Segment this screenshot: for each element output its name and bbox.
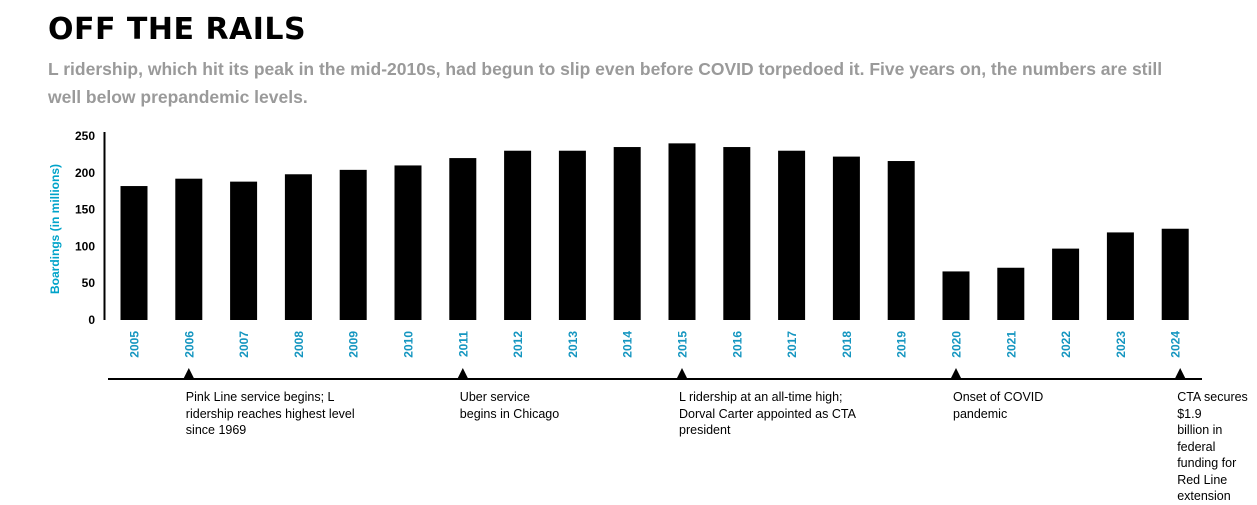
bar-2008: [284, 174, 312, 320]
x-tick-label: 2010: [402, 331, 416, 358]
timeline: [108, 368, 1202, 380]
y-axis-label: Boardings (in millions): [48, 164, 62, 294]
x-tick-label: 2020: [950, 331, 964, 358]
chart-title: OFF THE RAILS: [48, 12, 307, 47]
chart-subtitle: L ridership, which hit its peak in the m…: [48, 59, 1163, 107]
bar-2024: [1161, 228, 1189, 320]
x-tick-label: 2018: [840, 331, 854, 358]
timeline-event-text: CTA secures $1.9 billion in federal fund…: [1177, 390, 1248, 503]
x-tick-label: 2016: [730, 331, 744, 358]
x-axis-labels: 2005 2006 2007 2008 2009 2010 2011 2012 2013 2014…: [128, 331, 1183, 358]
bar-2007: [230, 181, 258, 320]
bar-2013: [558, 150, 586, 320]
bar-2019: [887, 161, 915, 320]
bar-2018: [832, 156, 860, 320]
y-tick-label: 50: [82, 276, 96, 290]
y-tick-label: 250: [75, 129, 95, 143]
timeline-marker: [677, 368, 687, 378]
x-tick-label: 2015: [676, 331, 690, 358]
x-tick-label: 2006: [182, 331, 196, 358]
bar-2010: [394, 165, 422, 320]
x-tick-label: 2024: [1169, 331, 1183, 358]
timeline-marker: [951, 368, 961, 378]
bars: [120, 143, 1189, 320]
bar-2016: [723, 147, 751, 320]
bar-2014: [613, 147, 641, 320]
y-tick-label: 100: [75, 239, 95, 253]
x-tick-label: 2019: [895, 331, 909, 358]
bar-2020: [942, 271, 970, 320]
bar-2021: [997, 267, 1025, 320]
bar-2009: [339, 169, 367, 320]
bar-2006: [175, 178, 203, 320]
x-tick-label: 2022: [1059, 331, 1073, 358]
bar-2012: [504, 150, 532, 320]
x-tick-label: 2005: [128, 331, 142, 358]
timeline-marker: [457, 368, 468, 378]
bar-2022: [1052, 248, 1080, 320]
x-tick-label: 2008: [292, 331, 306, 358]
timeline-event-text: L ridership at an all-time high; Dorval …: [679, 390, 856, 437]
bar-2023: [1106, 232, 1134, 320]
y-tick-label: 0: [88, 313, 95, 327]
bar-2011: [449, 158, 477, 320]
bar-2015: [668, 143, 696, 320]
bar-2017: [778, 150, 806, 320]
timeline-event-text: Uber service begins in Chicago: [459, 390, 560, 421]
timeline-event-text: Onset of COVID pandemic: [953, 390, 1044, 421]
x-tick-label: 2009: [347, 331, 361, 358]
x-tick-label: 2014: [621, 331, 635, 358]
y-tick-label: 200: [75, 166, 95, 180]
x-tick-label: 2007: [237, 331, 251, 358]
timeline-marker: [1175, 368, 1186, 378]
bar-chart: Boardings (in millions) 0 50 100 150 200 250 2…: [48, 129, 1202, 380]
y-tick-label: 150: [75, 203, 95, 217]
timeline-marker: [183, 368, 194, 378]
y-axis: Boardings (in millions) 0 50 100 150 200 250: [48, 129, 106, 327]
bar-2005: [120, 186, 148, 320]
x-tick-label: 2012: [511, 331, 525, 358]
x-tick-label: 2017: [785, 331, 799, 358]
x-tick-label: 2013: [566, 331, 580, 358]
timeline-event-text: Pink Line service begins; L ridership re…: [185, 390, 355, 437]
x-tick-label: 2021: [1004, 331, 1018, 358]
x-tick-label: 2023: [1114, 331, 1128, 358]
x-tick-label: 2011: [456, 331, 470, 357]
